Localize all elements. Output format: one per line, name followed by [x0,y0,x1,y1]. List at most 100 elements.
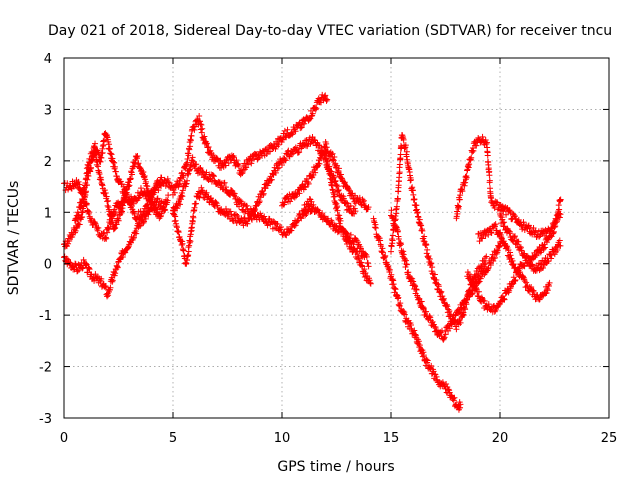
data-point [444,303,451,310]
data-point [458,305,465,312]
data-point [317,155,324,162]
data-point [341,179,348,186]
data-point [517,244,524,251]
data-point [491,308,498,315]
x-tick-label: 5 [169,431,177,446]
data-point [225,160,232,167]
data-point [546,279,553,286]
data-point [259,152,266,159]
data-point [403,261,410,268]
data-point [217,157,224,164]
data-point [256,154,263,161]
data-point [95,224,102,231]
data-point [445,306,452,313]
data-point [302,184,309,191]
data-point [162,201,169,208]
data-point [102,190,109,197]
data-point [523,279,530,286]
data-point [327,172,334,179]
data-point [314,206,321,213]
data-point [355,254,362,261]
data-point [451,394,458,401]
data-point [411,282,418,289]
data-point [248,215,255,222]
data-point [312,169,319,176]
data-point [506,207,513,214]
data-point [85,265,92,272]
data-point [121,185,128,192]
data-point [331,193,338,200]
data-point [144,201,151,208]
data-point [192,200,199,207]
data-point [334,183,341,190]
data-point [298,124,305,131]
data-point [476,278,483,285]
data-point [112,224,119,231]
data-point [478,234,485,241]
data-point [553,217,560,224]
data-point [210,173,217,180]
data-point [397,151,404,158]
data-point [512,264,519,271]
data-point [309,110,316,117]
data-point [161,206,168,213]
chart-title: Day 021 of 2018, Sidereal Day-to-day VTE… [48,23,612,39]
data-point [298,215,305,222]
data-point [268,176,275,183]
data-point [324,215,331,222]
data-point [419,353,426,360]
data-point [233,219,240,226]
data-point [429,318,436,325]
data-point [362,202,369,209]
data-point [112,270,119,277]
data-point [201,133,208,140]
data-point [128,202,135,209]
data-point [180,174,187,181]
series-trace-d [71,130,165,224]
data-point [535,260,542,267]
data-point [180,247,187,254]
data-point [388,248,394,255]
data-point [199,125,206,132]
data-point [550,230,557,237]
data-point [462,306,469,313]
data-point [315,160,322,167]
series-trace-k [370,215,464,413]
data-point [498,235,505,242]
data-point [109,277,116,284]
data-point [316,160,323,167]
data-point [244,206,251,213]
data-point [502,290,509,297]
data-point [137,222,144,229]
data-point [507,252,514,259]
data-point [142,215,149,222]
data-point [140,219,147,226]
data-point [67,260,74,267]
data-point [330,157,337,164]
data-point [486,177,493,184]
data-point [400,310,407,317]
data-point [475,288,482,295]
data-point [454,210,461,217]
data-point [214,202,221,209]
data-point [284,126,291,133]
data-point [530,287,537,294]
data-point [455,203,462,210]
data-point [398,241,405,248]
data-point [550,228,557,235]
data-point [326,167,333,174]
data-point [415,214,422,221]
data-point [309,205,316,212]
data-point [459,188,466,195]
data-point [193,161,200,168]
data-point [542,244,549,251]
data-point [127,175,134,182]
data-point [329,150,336,157]
data-point [412,283,419,290]
data-point [556,237,563,244]
data-point [416,295,423,302]
data-point [164,197,171,204]
data-point [499,293,506,300]
data-point [332,177,339,184]
x-tick-labels: 0 5 10 15 20 25 [60,431,617,446]
